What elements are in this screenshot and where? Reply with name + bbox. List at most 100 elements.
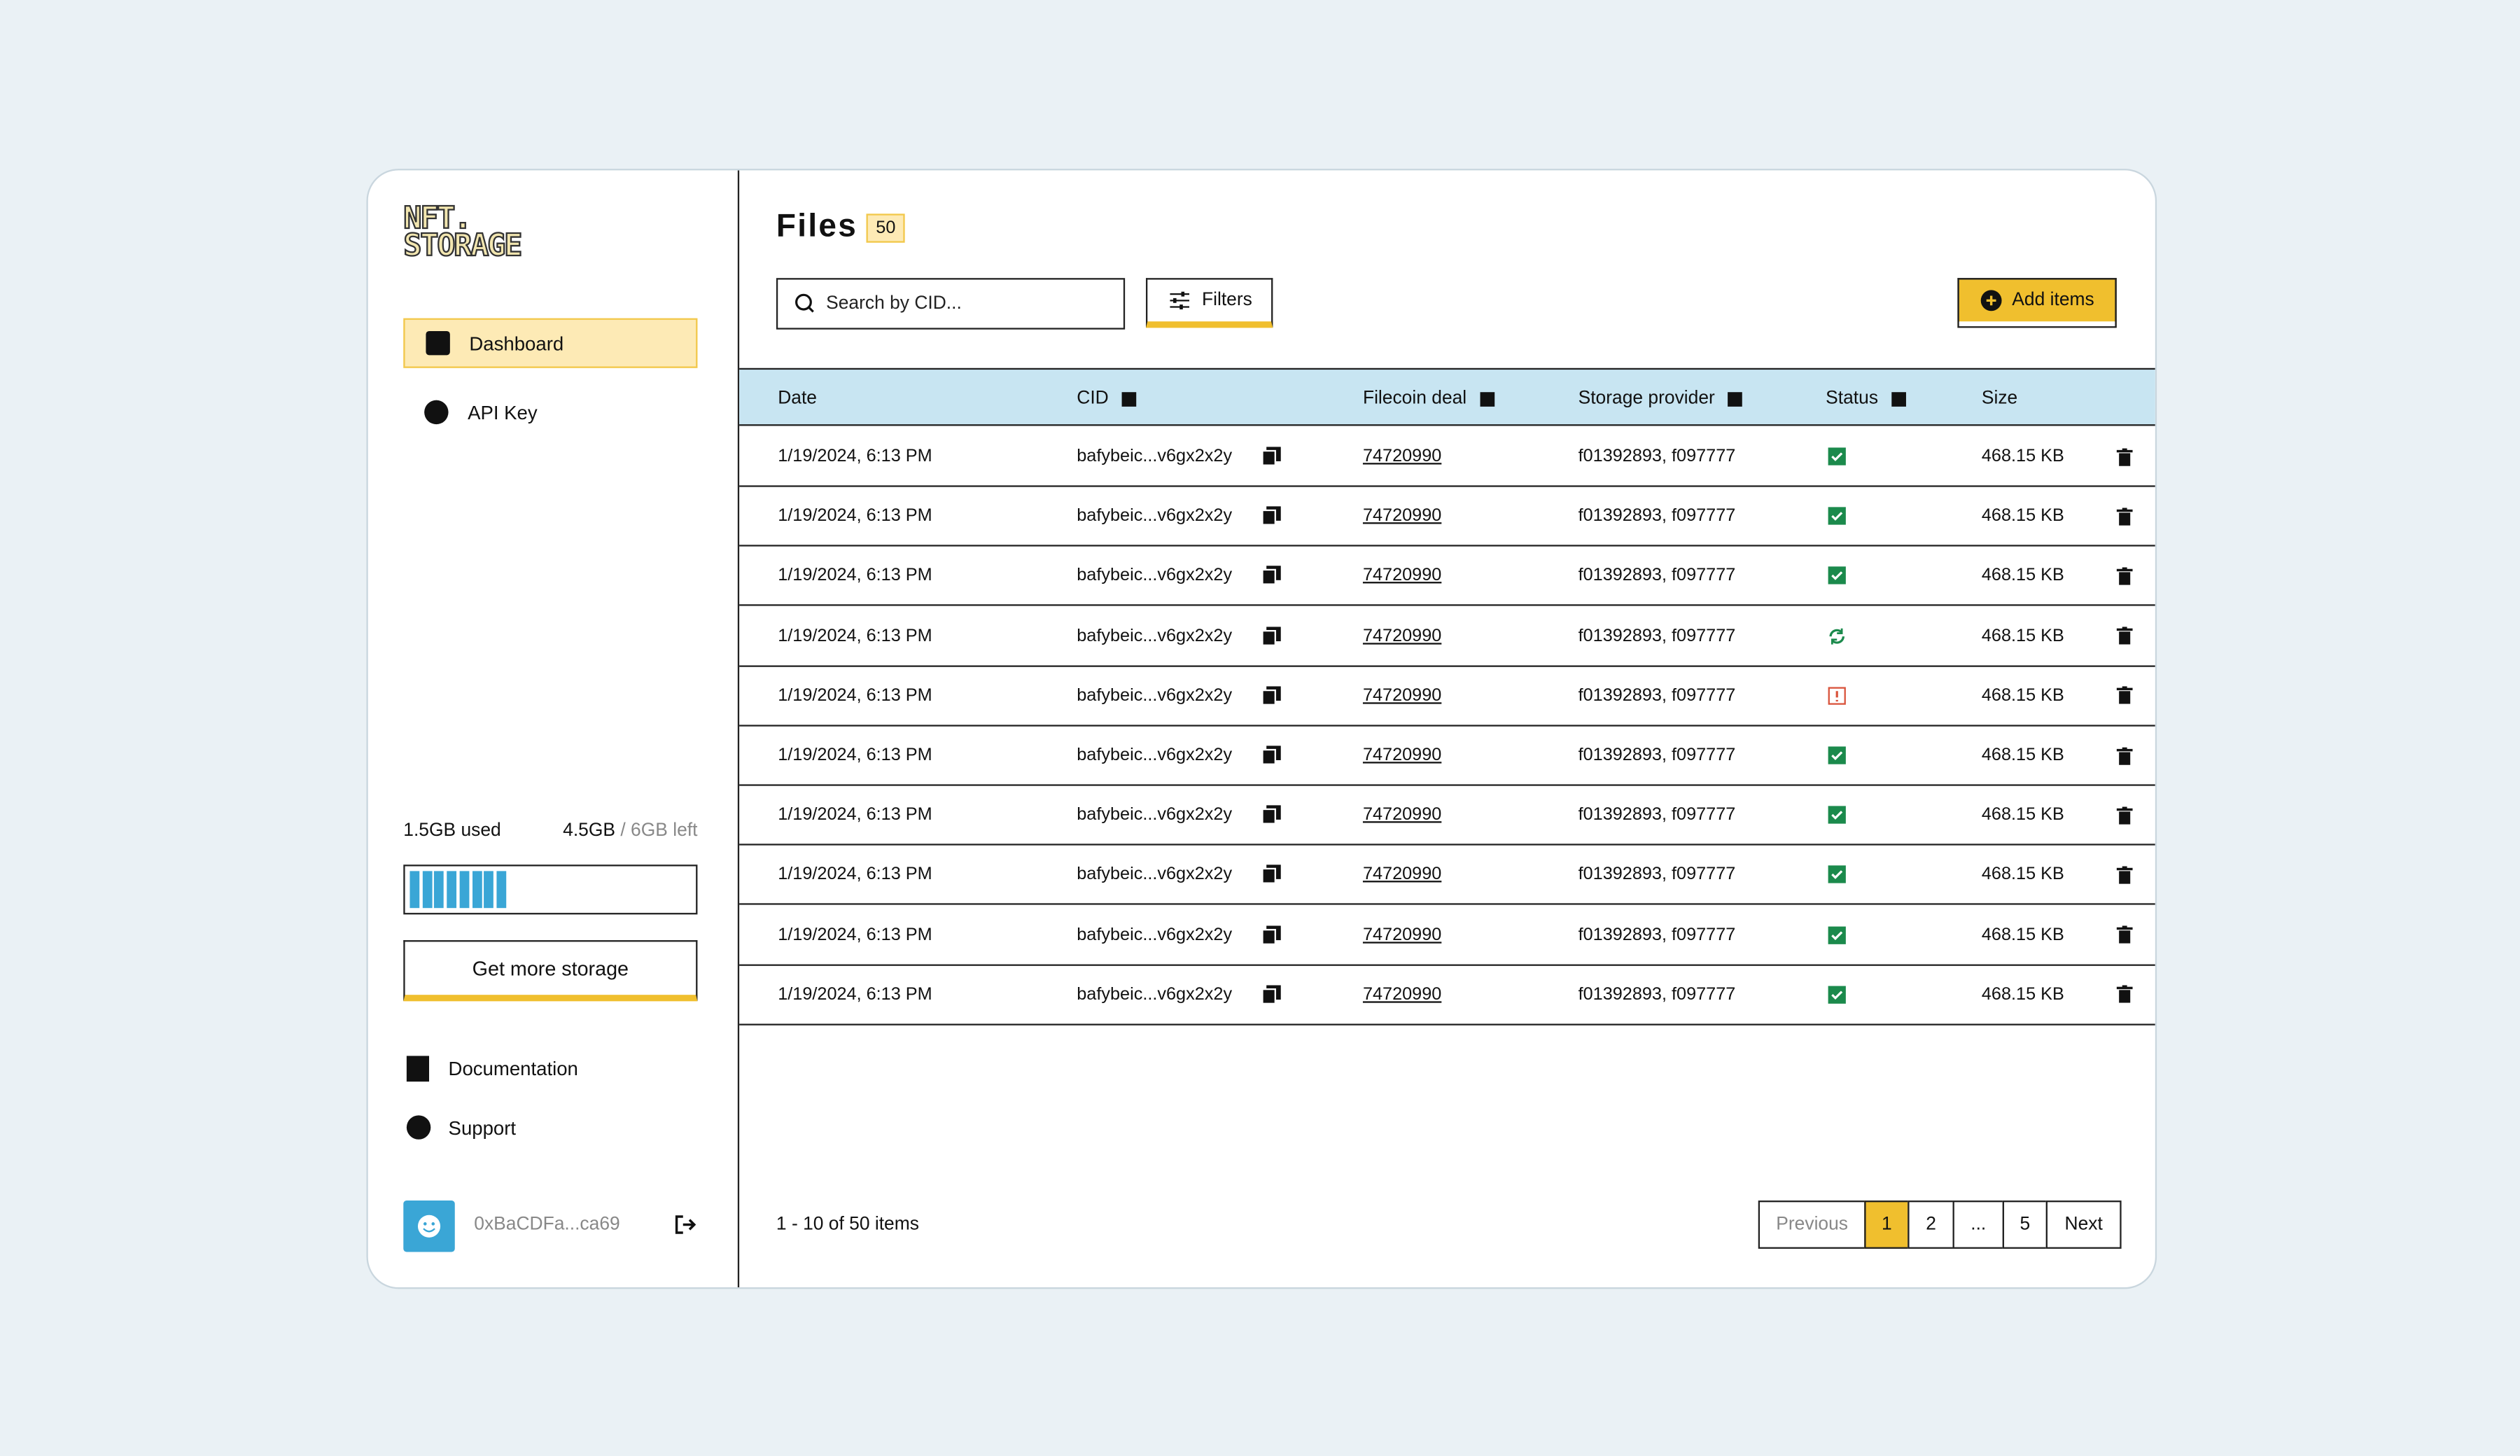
page-button[interactable]: 2 — [1907, 1200, 1954, 1249]
storage-bar — [403, 864, 698, 915]
delete-button[interactable] — [2116, 965, 2133, 1023]
page-button[interactable]: 5 — [2002, 1200, 2048, 1249]
delete-button[interactable] — [2116, 666, 2133, 724]
status-icon-glyph — [1828, 687, 1846, 705]
pagination-summary: 1 - 10 of 50 items — [776, 1214, 919, 1235]
page-button[interactable]: 1 — [1864, 1200, 1910, 1249]
page-button[interactable]: ... — [1952, 1200, 2005, 1249]
table-row: 1/19/2024, 6:13 PM bafybeic...v6gx2x2y 747… — [739, 965, 2155, 1026]
info-icon[interactable] — [1891, 391, 1906, 406]
support-link[interactable]: Support — [406, 1115, 516, 1140]
delete-button-glyph — [2116, 687, 2133, 705]
avatar — [403, 1200, 455, 1252]
copy-button-glyph — [1261, 447, 1281, 466]
deal-link[interactable]: 74720990 — [1362, 746, 1442, 765]
cid-cell: bafybeic...v6gx2x2y — [1077, 746, 1233, 765]
copy-button[interactable] — [1261, 846, 1281, 904]
date-cell: 1/19/2024, 6:13 PM — [778, 805, 932, 825]
sidebar-divider — [737, 170, 740, 1288]
filters-button[interactable]: Filters — [1145, 278, 1273, 328]
delete-button[interactable] — [2116, 428, 2133, 486]
status-icon — [1827, 906, 1847, 964]
page-button[interactable]: Previous — [1758, 1200, 1866, 1249]
status-icon-glyph — [1828, 507, 1846, 526]
status-icon-glyph — [1828, 986, 1846, 1004]
storage-left-value: 4.5GB — [563, 821, 616, 841]
delete-button[interactable] — [2116, 786, 2133, 844]
copy-button[interactable] — [1261, 428, 1281, 486]
table-row: 1/19/2024, 6:13 PM bafybeic...v6gx2x2y 747… — [739, 428, 2155, 487]
status-icon — [1827, 428, 1847, 486]
add-items-text: Add items — [2012, 290, 2094, 311]
search-icon — [795, 293, 814, 313]
copy-button[interactable] — [1261, 666, 1281, 724]
deal-link[interactable]: 74720990 — [1362, 685, 1442, 706]
info-icon[interactable] — [1479, 391, 1494, 406]
deal-link[interactable]: 74720990 — [1362, 506, 1442, 526]
nav-item[interactable]: API Key — [403, 387, 697, 437]
date-cell: 1/19/2024, 6:13 PM — [778, 566, 932, 586]
provider-cell: f01392893, f097777 — [1578, 566, 1736, 586]
deal-link[interactable]: 74720990 — [1362, 865, 1442, 885]
doc-icon — [406, 1056, 430, 1082]
status-icon — [1827, 727, 1847, 785]
status-icon-glyph — [1828, 746, 1846, 764]
info-icon[interactable] — [1728, 391, 1742, 406]
size-cell: 468.15 KB — [1981, 447, 2064, 466]
search-placeholder: Search by CID... — [826, 294, 962, 314]
storage-total: / 6GB left — [620, 821, 698, 841]
storage-segment — [410, 871, 420, 909]
delete-button[interactable] — [2116, 607, 2133, 665]
delete-button[interactable] — [2116, 487, 2133, 545]
status-icon-glyph — [1828, 866, 1846, 884]
table-row: 1/19/2024, 6:13 PM bafybeic...v6gx2x2y 747… — [739, 727, 2155, 786]
deal-link[interactable]: 74720990 — [1362, 447, 1442, 466]
delete-button-glyph — [2116, 986, 2133, 1004]
copy-button[interactable] — [1261, 487, 1281, 545]
info-icon[interactable] — [1121, 391, 1136, 406]
status-icon — [1827, 607, 1847, 665]
app-card: NFT. STORAGE 1.5GB used 4.5GB / 6GB left… — [366, 169, 2157, 1289]
search-input[interactable]: Search by CID... — [776, 278, 1126, 330]
header-text: Filecoin deal — [1362, 388, 1467, 409]
cid-cell: bafybeic...v6gx2x2y — [1077, 685, 1233, 706]
add-items-button[interactable]: Add items — [1957, 278, 2117, 328]
copy-button[interactable] — [1261, 607, 1281, 665]
size-cell: 468.15 KB — [1981, 805, 2064, 825]
date-cell: 1/19/2024, 6:13 PM — [778, 865, 932, 885]
column-header: Status — [1826, 370, 1906, 428]
page-button[interactable]: Next — [2045, 1200, 2122, 1249]
get-storage-button[interactable]: Get more storage — [403, 940, 698, 1002]
copy-button[interactable] — [1261, 727, 1281, 785]
delete-button[interactable] — [2116, 547, 2133, 606]
logout-icon[interactable] — [673, 1213, 696, 1236]
delete-button[interactable] — [2116, 727, 2133, 785]
size-cell: 468.15 KB — [1981, 566, 2064, 586]
deal-link[interactable]: 74720990 — [1362, 626, 1442, 646]
logo[interactable]: NFT. STORAGE — [402, 202, 523, 264]
storage-left: 4.5GB / 6GB left — [563, 821, 697, 841]
deal-link[interactable]: 74720990 — [1362, 925, 1442, 945]
header-text: Storage provider — [1578, 388, 1715, 409]
provider-cell: f01392893, f097777 — [1578, 925, 1736, 945]
documentation-link[interactable]: Documentation — [406, 1056, 578, 1082]
delete-button-glyph — [2116, 925, 2133, 944]
copy-button[interactable] — [1261, 547, 1281, 606]
provider-cell: f01392893, f097777 — [1578, 746, 1736, 765]
delete-button[interactable] — [2116, 906, 2133, 964]
delete-button-glyph — [2116, 507, 2133, 526]
logo-line: STORAGE — [402, 228, 523, 264]
copy-button[interactable] — [1261, 906, 1281, 964]
header-text: Date — [778, 388, 818, 409]
provider-cell: f01392893, f097777 — [1578, 447, 1736, 466]
delete-button[interactable] — [2116, 846, 2133, 904]
deal-link[interactable]: 74720990 — [1362, 566, 1442, 586]
copy-button[interactable] — [1261, 965, 1281, 1023]
copy-button[interactable] — [1261, 786, 1281, 844]
deal-link[interactable]: 74720990 — [1362, 805, 1442, 825]
column-header: CID — [1077, 370, 1136, 428]
status-icon — [1827, 846, 1847, 904]
deal-link[interactable]: 74720990 — [1362, 984, 1442, 1004]
nav-item[interactable]: Dashboard — [403, 318, 698, 368]
